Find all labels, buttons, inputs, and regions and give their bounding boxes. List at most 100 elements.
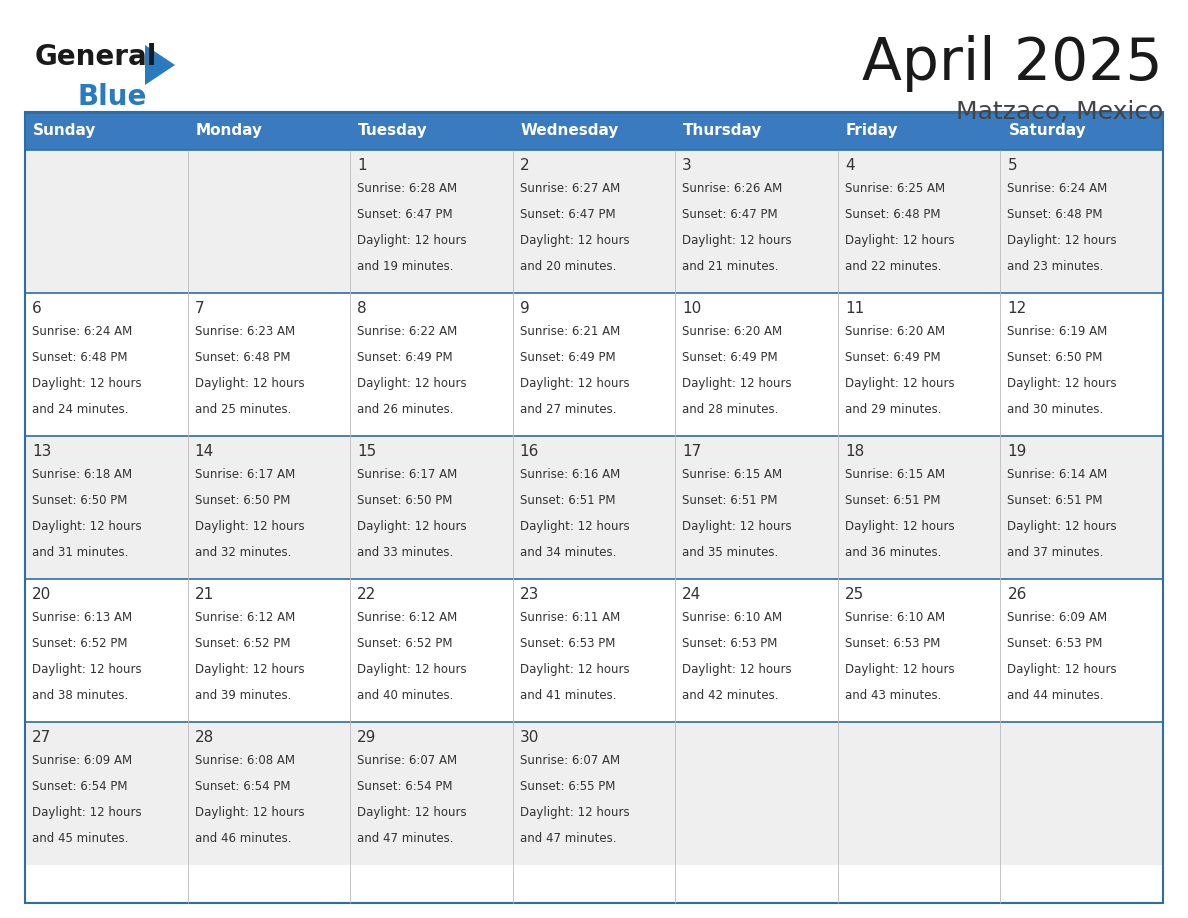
Text: Daylight: 12 hours: Daylight: 12 hours	[519, 377, 630, 390]
Text: Sunset: 6:51 PM: Sunset: 6:51 PM	[519, 494, 615, 507]
Text: Sunrise: 6:09 AM: Sunrise: 6:09 AM	[32, 754, 132, 767]
Text: Sunset: 6:48 PM: Sunset: 6:48 PM	[195, 351, 290, 364]
Bar	[25, 579, 1163, 722]
Text: 10: 10	[682, 301, 702, 316]
Text: Sunday: Sunday	[33, 124, 96, 139]
Text: Daylight: 12 hours: Daylight: 12 hours	[1007, 377, 1117, 390]
Text: Daylight: 12 hours: Daylight: 12 hours	[358, 663, 467, 676]
Text: Sunset: 6:52 PM: Sunset: 6:52 PM	[358, 637, 453, 650]
Text: Sunrise: 6:24 AM: Sunrise: 6:24 AM	[1007, 182, 1107, 195]
Text: Sunrise: 6:15 AM: Sunrise: 6:15 AM	[682, 468, 783, 481]
Bar	[25, 293, 1163, 436]
Text: and 23 minutes.: and 23 minutes.	[1007, 260, 1104, 273]
Text: Sunrise: 6:23 AM: Sunrise: 6:23 AM	[195, 325, 295, 338]
Text: Sunset: 6:47 PM: Sunset: 6:47 PM	[682, 208, 778, 221]
Text: Sunset: 6:50 PM: Sunset: 6:50 PM	[32, 494, 127, 507]
Text: 30: 30	[519, 730, 539, 745]
Text: Sunrise: 6:10 AM: Sunrise: 6:10 AM	[682, 611, 783, 624]
Text: 14: 14	[195, 444, 214, 459]
Polygon shape	[145, 45, 175, 85]
Bar	[25, 722, 1163, 865]
Text: Sunset: 6:54 PM: Sunset: 6:54 PM	[32, 780, 127, 793]
Text: Sunset: 6:48 PM: Sunset: 6:48 PM	[845, 208, 941, 221]
Text: 15: 15	[358, 444, 377, 459]
Text: and 44 minutes.: and 44 minutes.	[1007, 689, 1104, 702]
Text: 4: 4	[845, 158, 854, 173]
Bar	[25, 112, 188, 150]
Text: Daylight: 12 hours: Daylight: 12 hours	[682, 663, 792, 676]
Text: 7: 7	[195, 301, 204, 316]
Text: Sunset: 6:47 PM: Sunset: 6:47 PM	[519, 208, 615, 221]
Bar	[1000, 112, 1163, 150]
Text: 9: 9	[519, 301, 530, 316]
Text: 20: 20	[32, 587, 51, 602]
Text: Sunrise: 6:12 AM: Sunrise: 6:12 AM	[195, 611, 295, 624]
Text: Sunrise: 6:28 AM: Sunrise: 6:28 AM	[358, 182, 457, 195]
Text: Daylight: 12 hours: Daylight: 12 hours	[519, 520, 630, 533]
Text: and 30 minutes.: and 30 minutes.	[1007, 403, 1104, 416]
Text: Sunset: 6:51 PM: Sunset: 6:51 PM	[682, 494, 778, 507]
Text: Sunset: 6:48 PM: Sunset: 6:48 PM	[1007, 208, 1102, 221]
Text: Sunrise: 6:22 AM: Sunrise: 6:22 AM	[358, 325, 457, 338]
Text: Daylight: 12 hours: Daylight: 12 hours	[682, 234, 792, 247]
Text: 21: 21	[195, 587, 214, 602]
Text: Daylight: 12 hours: Daylight: 12 hours	[845, 377, 954, 390]
Text: Daylight: 12 hours: Daylight: 12 hours	[358, 234, 467, 247]
Text: Daylight: 12 hours: Daylight: 12 hours	[845, 234, 954, 247]
Text: Sunrise: 6:18 AM: Sunrise: 6:18 AM	[32, 468, 132, 481]
Text: Sunrise: 6:24 AM: Sunrise: 6:24 AM	[32, 325, 132, 338]
Text: Sunset: 6:52 PM: Sunset: 6:52 PM	[195, 637, 290, 650]
Text: 24: 24	[682, 587, 702, 602]
Text: Sunset: 6:52 PM: Sunset: 6:52 PM	[32, 637, 127, 650]
Text: Sunrise: 6:08 AM: Sunrise: 6:08 AM	[195, 754, 295, 767]
Text: Daylight: 12 hours: Daylight: 12 hours	[519, 806, 630, 819]
Text: and 35 minutes.: and 35 minutes.	[682, 546, 778, 559]
Text: Sunrise: 6:14 AM: Sunrise: 6:14 AM	[1007, 468, 1107, 481]
Text: Daylight: 12 hours: Daylight: 12 hours	[519, 663, 630, 676]
Text: Daylight: 12 hours: Daylight: 12 hours	[195, 520, 304, 533]
Text: Sunrise: 6:07 AM: Sunrise: 6:07 AM	[358, 754, 457, 767]
Text: and 34 minutes.: and 34 minutes.	[519, 546, 617, 559]
Bar	[838, 112, 1000, 150]
Text: 18: 18	[845, 444, 864, 459]
Text: and 29 minutes.: and 29 minutes.	[845, 403, 941, 416]
Text: Daylight: 12 hours: Daylight: 12 hours	[195, 806, 304, 819]
Text: Sunset: 6:49 PM: Sunset: 6:49 PM	[845, 351, 941, 364]
Text: Sunset: 6:54 PM: Sunset: 6:54 PM	[195, 780, 290, 793]
Text: Daylight: 12 hours: Daylight: 12 hours	[682, 377, 792, 390]
Text: and 42 minutes.: and 42 minutes.	[682, 689, 779, 702]
Text: 23: 23	[519, 587, 539, 602]
Text: 22: 22	[358, 587, 377, 602]
Text: Sunrise: 6:17 AM: Sunrise: 6:17 AM	[195, 468, 295, 481]
Text: Daylight: 12 hours: Daylight: 12 hours	[32, 377, 141, 390]
Text: and 45 minutes.: and 45 minutes.	[32, 832, 128, 845]
Text: Sunrise: 6:16 AM: Sunrise: 6:16 AM	[519, 468, 620, 481]
Text: and 28 minutes.: and 28 minutes.	[682, 403, 778, 416]
Text: 1: 1	[358, 158, 367, 173]
Text: Sunrise: 6:15 AM: Sunrise: 6:15 AM	[845, 468, 944, 481]
Text: and 27 minutes.: and 27 minutes.	[519, 403, 617, 416]
Text: Sunrise: 6:26 AM: Sunrise: 6:26 AM	[682, 182, 783, 195]
Text: and 43 minutes.: and 43 minutes.	[845, 689, 941, 702]
Text: Daylight: 12 hours: Daylight: 12 hours	[682, 520, 792, 533]
Text: Sunrise: 6:09 AM: Sunrise: 6:09 AM	[1007, 611, 1107, 624]
Text: Blue: Blue	[77, 83, 146, 111]
Text: and 20 minutes.: and 20 minutes.	[519, 260, 617, 273]
Bar	[25, 436, 1163, 579]
Text: Sunrise: 6:25 AM: Sunrise: 6:25 AM	[845, 182, 944, 195]
Text: Sunset: 6:54 PM: Sunset: 6:54 PM	[358, 780, 453, 793]
Text: Sunrise: 6:19 AM: Sunrise: 6:19 AM	[1007, 325, 1107, 338]
Text: Daylight: 12 hours: Daylight: 12 hours	[1007, 234, 1117, 247]
Text: 17: 17	[682, 444, 702, 459]
Text: and 22 minutes.: and 22 minutes.	[845, 260, 941, 273]
Text: and 37 minutes.: and 37 minutes.	[1007, 546, 1104, 559]
Text: Sunrise: 6:27 AM: Sunrise: 6:27 AM	[519, 182, 620, 195]
Text: Sunset: 6:50 PM: Sunset: 6:50 PM	[358, 494, 453, 507]
Text: Daylight: 12 hours: Daylight: 12 hours	[845, 520, 954, 533]
Text: Daylight: 12 hours: Daylight: 12 hours	[195, 663, 304, 676]
Text: April 2025: April 2025	[862, 35, 1163, 92]
Text: Sunset: 6:48 PM: Sunset: 6:48 PM	[32, 351, 127, 364]
Text: Daylight: 12 hours: Daylight: 12 hours	[519, 234, 630, 247]
Text: 27: 27	[32, 730, 51, 745]
Text: and 39 minutes.: and 39 minutes.	[195, 689, 291, 702]
